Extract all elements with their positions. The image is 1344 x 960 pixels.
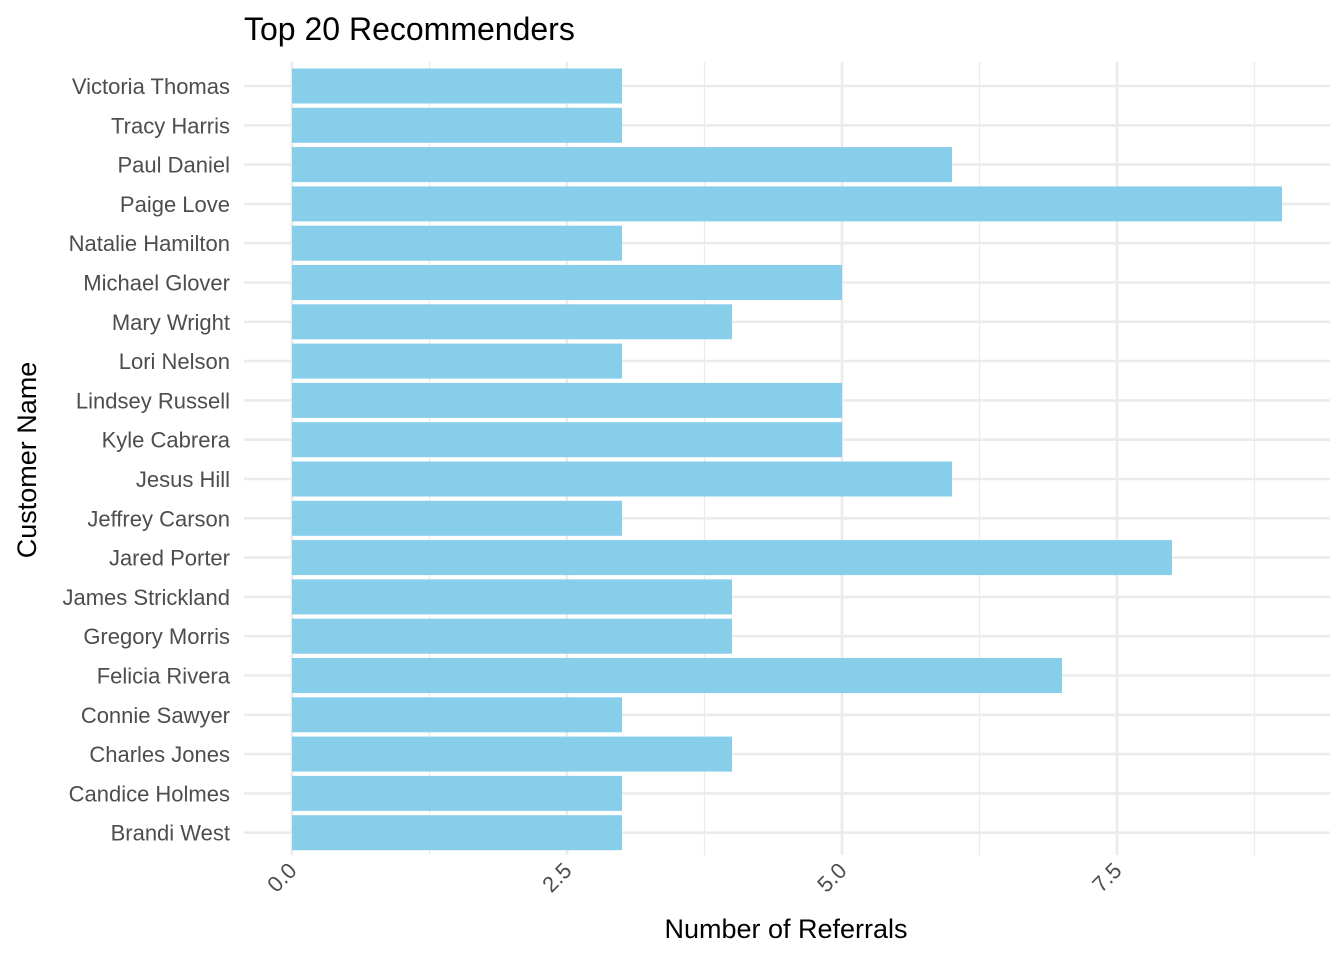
y-tick-label: Connie Sawyer	[81, 703, 230, 728]
bar	[292, 461, 952, 497]
y-tick-label: Paige Love	[120, 192, 230, 217]
bar	[292, 697, 622, 733]
x-tick-labels: 0.0 2.5 5.0 7.5	[262, 858, 1126, 897]
bar	[292, 618, 732, 654]
y-tick-label: Michael Glover	[83, 271, 230, 296]
y-tick-label: Candice Holmes	[69, 781, 230, 806]
bar	[292, 658, 1062, 693]
bar	[292, 265, 842, 300]
x-tick-label: 7.5	[1087, 858, 1126, 897]
bar	[292, 540, 1172, 576]
bar	[292, 382, 842, 418]
y-tick-label: James Strickland	[62, 585, 230, 610]
bar	[292, 343, 622, 379]
x-axis-title: Number of Referrals	[664, 914, 907, 944]
y-tick-label: Kyle Cabrera	[102, 428, 231, 453]
y-tick-label: Lindsey Russell	[76, 388, 230, 413]
bar	[292, 225, 622, 261]
y-tick-label: Gregory Morris	[83, 624, 230, 649]
bars	[292, 68, 1282, 851]
bar	[292, 304, 732, 340]
y-tick-label: Natalie Hamilton	[69, 231, 230, 256]
chart-title: Top 20 Recommenders	[244, 11, 575, 47]
y-tick-label: Victoria Thomas	[72, 74, 230, 99]
y-axis-title: Customer Name	[12, 362, 42, 559]
y-tick-label: Paul Daniel	[117, 153, 230, 178]
x-tick-label: 0.0	[262, 858, 301, 897]
x-tick-label: 2.5	[537, 858, 576, 897]
y-tick-label: Mary Wright	[112, 310, 230, 335]
y-tick-label: Jared Porter	[109, 546, 230, 571]
y-tick-label: Tracy Harris	[111, 113, 230, 138]
y-tick-label: Felicia Rivera	[97, 664, 231, 689]
bar	[292, 107, 622, 143]
y-tick-labels: Victoria Thomas Tracy Harris Paul Daniel Pa…	[62, 74, 230, 846]
y-tick-label: Jesus Hill	[136, 467, 230, 492]
x-tick-label: 5.0	[812, 858, 851, 897]
bar	[292, 775, 622, 811]
bar	[292, 500, 622, 536]
y-tick-label: Lori Nelson	[119, 349, 230, 374]
y-tick-label: Charles Jones	[89, 742, 230, 767]
bar	[292, 579, 732, 615]
bar	[292, 422, 842, 458]
bar	[292, 186, 1282, 222]
bar	[292, 815, 622, 851]
bar	[292, 68, 622, 104]
bar	[292, 736, 732, 772]
y-tick-label: Jeffrey Carson	[87, 506, 230, 531]
y-tick-label: Brandi West	[111, 821, 230, 846]
bar	[292, 147, 952, 183]
